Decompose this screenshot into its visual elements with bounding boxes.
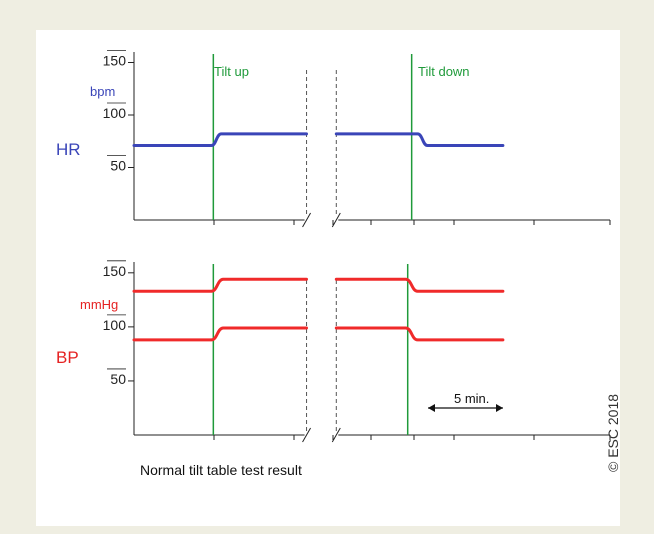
time-scale-bar: 5 min. [428,391,503,412]
hr-y-tick-label: 100 [103,105,127,121]
bp-y-tick-label: 100 [103,317,127,333]
hr-chart: HR bpm Tilt up Tilt down 150 100 50 [56,50,611,228]
bp-y-tick-label: 50 [110,371,126,387]
figure-caption: Normal tilt table test result [140,462,302,478]
hr-series-0-segment-0 [132,132,308,147]
bp-chart: BP mmHg 150 100 50 [56,260,611,443]
figure-panel: HR bpm Tilt up Tilt down 150 100 50 BP mmH… [36,30,620,526]
hr-unit-label: bpm [90,84,115,99]
bp-axis-break-slash [331,427,341,443]
bp-series-1-segment-0 [132,326,308,342]
hr-event-label-tilt-down: Tilt down [418,64,470,79]
hr-axis-break-slash [302,212,311,228]
hr-axis-break-slash [331,212,341,228]
scale-bar-left-arrowhead [428,404,435,412]
scale-bar-right-arrowhead [496,404,503,412]
bp-unit-label: mmHg [80,297,118,312]
hr-y-tick-label: 150 [103,53,127,69]
bp-y-tick-label: 150 [103,263,127,279]
copyright-notice: © ESC 2018 [605,394,620,472]
tilt-test-figure: HR bpm Tilt up Tilt down 150 100 50 BP mmH… [56,50,620,478]
bp-series-0-segment-1 [334,277,505,293]
hr-title: HR [56,140,81,159]
bp-axis-break-slash [302,427,311,443]
hr-y-tick-label: 50 [110,158,126,174]
bp-series-1-segment-1 [334,326,505,342]
bp-series-0-segment-0 [132,277,308,293]
hr-series-0-segment-1 [334,132,505,147]
hr-event-label-tilt-up: Tilt up [214,64,249,79]
bp-title: BP [56,348,79,367]
scale-bar-label: 5 min. [454,391,489,406]
